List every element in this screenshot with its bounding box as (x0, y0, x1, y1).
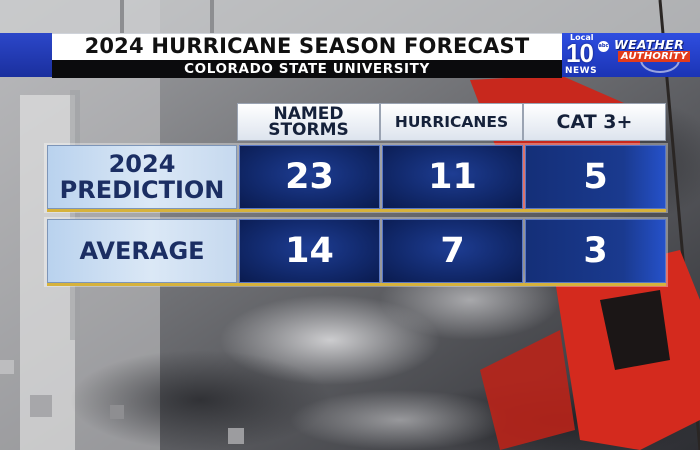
column-header-line: NAMED (273, 104, 344, 124)
page-title: 2024 HURRICANE SEASON FORECAST (84, 34, 530, 58)
value-cell-average-cat3: 3 (525, 219, 666, 283)
row-label-line: 2024 (108, 150, 176, 178)
column-header-line: STORMS (268, 120, 349, 140)
value-cell-prediction-hurricanes: 11 (382, 145, 523, 209)
column-header-line: CAT 3+ (556, 111, 633, 133)
row-divider (47, 209, 666, 212)
logo-authority-text: AUTHORITY (618, 51, 691, 62)
value-cell-prediction-named-storms: 23 (239, 145, 380, 209)
row-label-line: PREDICTION (59, 176, 225, 204)
station-logo-icon: Local 10 abc NEWS WEATHER AUTHORITY (562, 33, 700, 77)
logo-news-text: NEWS (565, 66, 598, 76)
logo-local-text: Local (570, 33, 594, 42)
column-header-cat3: CAT 3+ (523, 103, 666, 141)
logo-network-badge: abc (598, 41, 609, 52)
logo-channel-number: 10 (566, 38, 594, 68)
row-label-line: AVERAGE (79, 237, 205, 265)
header-accent-left (0, 33, 52, 77)
column-header-hurricanes: HURRICANES (380, 103, 523, 141)
value-cell-prediction-cat3: 5 (525, 145, 666, 209)
column-header-named-storms: NAMED STORMS (237, 103, 380, 141)
value-cell-average-named-storms: 14 (239, 219, 380, 283)
subtitle-bar (52, 60, 562, 78)
row-label-average: AVERAGE (47, 219, 237, 283)
row-divider (47, 283, 666, 286)
column-header-line: HURRICANES (394, 113, 509, 131)
value-cell-average-hurricanes: 7 (382, 219, 523, 283)
title-bar (52, 33, 562, 60)
row-label-prediction: 2024 PREDICTION (47, 145, 237, 209)
page-subtitle: COLORADO STATE UNIVERSITY (184, 61, 430, 77)
logo-weather-text: WEATHER (614, 37, 685, 52)
